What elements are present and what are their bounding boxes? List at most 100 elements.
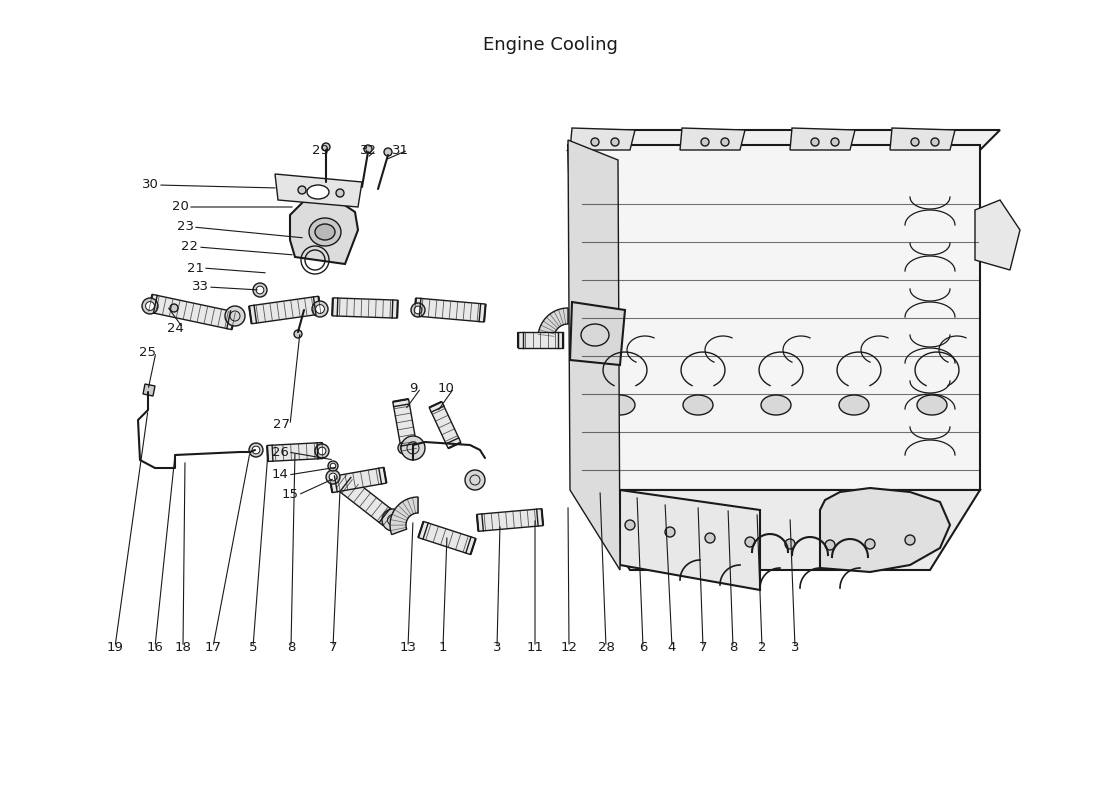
Text: 6: 6: [639, 641, 647, 654]
Text: Engine Cooling: Engine Cooling: [483, 36, 617, 54]
Circle shape: [825, 540, 835, 550]
Circle shape: [811, 138, 819, 146]
Ellipse shape: [315, 224, 336, 240]
Text: 4: 4: [668, 641, 676, 654]
Circle shape: [326, 470, 340, 484]
Text: 5: 5: [249, 641, 257, 654]
Polygon shape: [384, 467, 386, 483]
Ellipse shape: [307, 185, 329, 199]
Circle shape: [294, 330, 302, 338]
Text: 3: 3: [493, 641, 502, 654]
Polygon shape: [477, 514, 478, 531]
Circle shape: [298, 186, 306, 194]
Polygon shape: [568, 130, 1000, 150]
Ellipse shape: [309, 218, 341, 246]
Circle shape: [931, 138, 939, 146]
Circle shape: [253, 283, 267, 297]
Text: 7: 7: [329, 641, 338, 654]
Circle shape: [249, 443, 263, 457]
Polygon shape: [429, 402, 442, 407]
Polygon shape: [517, 332, 562, 348]
Polygon shape: [402, 448, 417, 451]
Circle shape: [465, 470, 485, 490]
Text: 11: 11: [527, 641, 543, 654]
Circle shape: [328, 461, 338, 471]
Polygon shape: [143, 384, 155, 396]
Circle shape: [398, 442, 410, 454]
Polygon shape: [415, 298, 416, 316]
Circle shape: [905, 535, 915, 545]
Text: 17: 17: [205, 641, 221, 654]
Text: 12: 12: [561, 641, 578, 654]
Ellipse shape: [839, 395, 869, 415]
Text: 9: 9: [409, 382, 417, 394]
Circle shape: [745, 537, 755, 547]
Polygon shape: [330, 467, 386, 493]
Text: 33: 33: [191, 281, 209, 294]
Circle shape: [402, 436, 425, 460]
Circle shape: [330, 463, 336, 469]
Polygon shape: [318, 296, 321, 314]
Polygon shape: [275, 174, 362, 207]
Circle shape: [610, 138, 619, 146]
Polygon shape: [418, 522, 424, 538]
Text: 7: 7: [698, 641, 707, 654]
Circle shape: [226, 306, 245, 326]
Text: 1: 1: [439, 641, 448, 654]
Text: 16: 16: [146, 641, 164, 654]
Circle shape: [322, 143, 330, 151]
Polygon shape: [332, 298, 398, 318]
Text: 19: 19: [107, 641, 123, 654]
Polygon shape: [680, 128, 745, 150]
Circle shape: [170, 304, 178, 312]
Polygon shape: [975, 200, 1020, 270]
Text: 10: 10: [438, 382, 454, 394]
Polygon shape: [580, 490, 980, 570]
Circle shape: [384, 148, 392, 156]
Text: 8: 8: [287, 641, 295, 654]
Text: 18: 18: [175, 641, 191, 654]
Text: 8: 8: [729, 641, 737, 654]
Circle shape: [256, 286, 264, 294]
Polygon shape: [620, 490, 760, 590]
Circle shape: [400, 445, 407, 451]
Polygon shape: [393, 399, 417, 451]
Polygon shape: [249, 296, 321, 324]
Polygon shape: [290, 200, 358, 264]
Circle shape: [411, 303, 425, 317]
Circle shape: [830, 138, 839, 146]
Circle shape: [591, 138, 600, 146]
Polygon shape: [570, 302, 625, 365]
Polygon shape: [267, 442, 323, 462]
Text: 22: 22: [182, 241, 198, 254]
Polygon shape: [148, 294, 235, 330]
Polygon shape: [232, 312, 235, 330]
Circle shape: [625, 520, 635, 530]
Polygon shape: [541, 509, 543, 526]
Ellipse shape: [917, 395, 947, 415]
Text: 31: 31: [392, 143, 408, 157]
Text: 26: 26: [272, 446, 288, 458]
Circle shape: [364, 145, 372, 153]
Circle shape: [145, 302, 154, 310]
Polygon shape: [448, 442, 461, 448]
Text: 14: 14: [272, 469, 288, 482]
Text: 27: 27: [274, 418, 290, 431]
Text: 25: 25: [140, 346, 156, 358]
Polygon shape: [477, 509, 543, 531]
Ellipse shape: [761, 395, 791, 415]
Circle shape: [414, 306, 422, 314]
Text: 30: 30: [142, 178, 158, 191]
Polygon shape: [568, 145, 980, 490]
Text: 3: 3: [791, 641, 800, 654]
Polygon shape: [330, 477, 332, 493]
Polygon shape: [538, 308, 568, 338]
Text: 32: 32: [360, 143, 376, 157]
Circle shape: [336, 189, 344, 197]
Circle shape: [911, 138, 918, 146]
Circle shape: [142, 298, 158, 314]
Polygon shape: [568, 140, 620, 570]
Circle shape: [252, 446, 260, 454]
Polygon shape: [383, 511, 394, 526]
Circle shape: [382, 509, 404, 531]
